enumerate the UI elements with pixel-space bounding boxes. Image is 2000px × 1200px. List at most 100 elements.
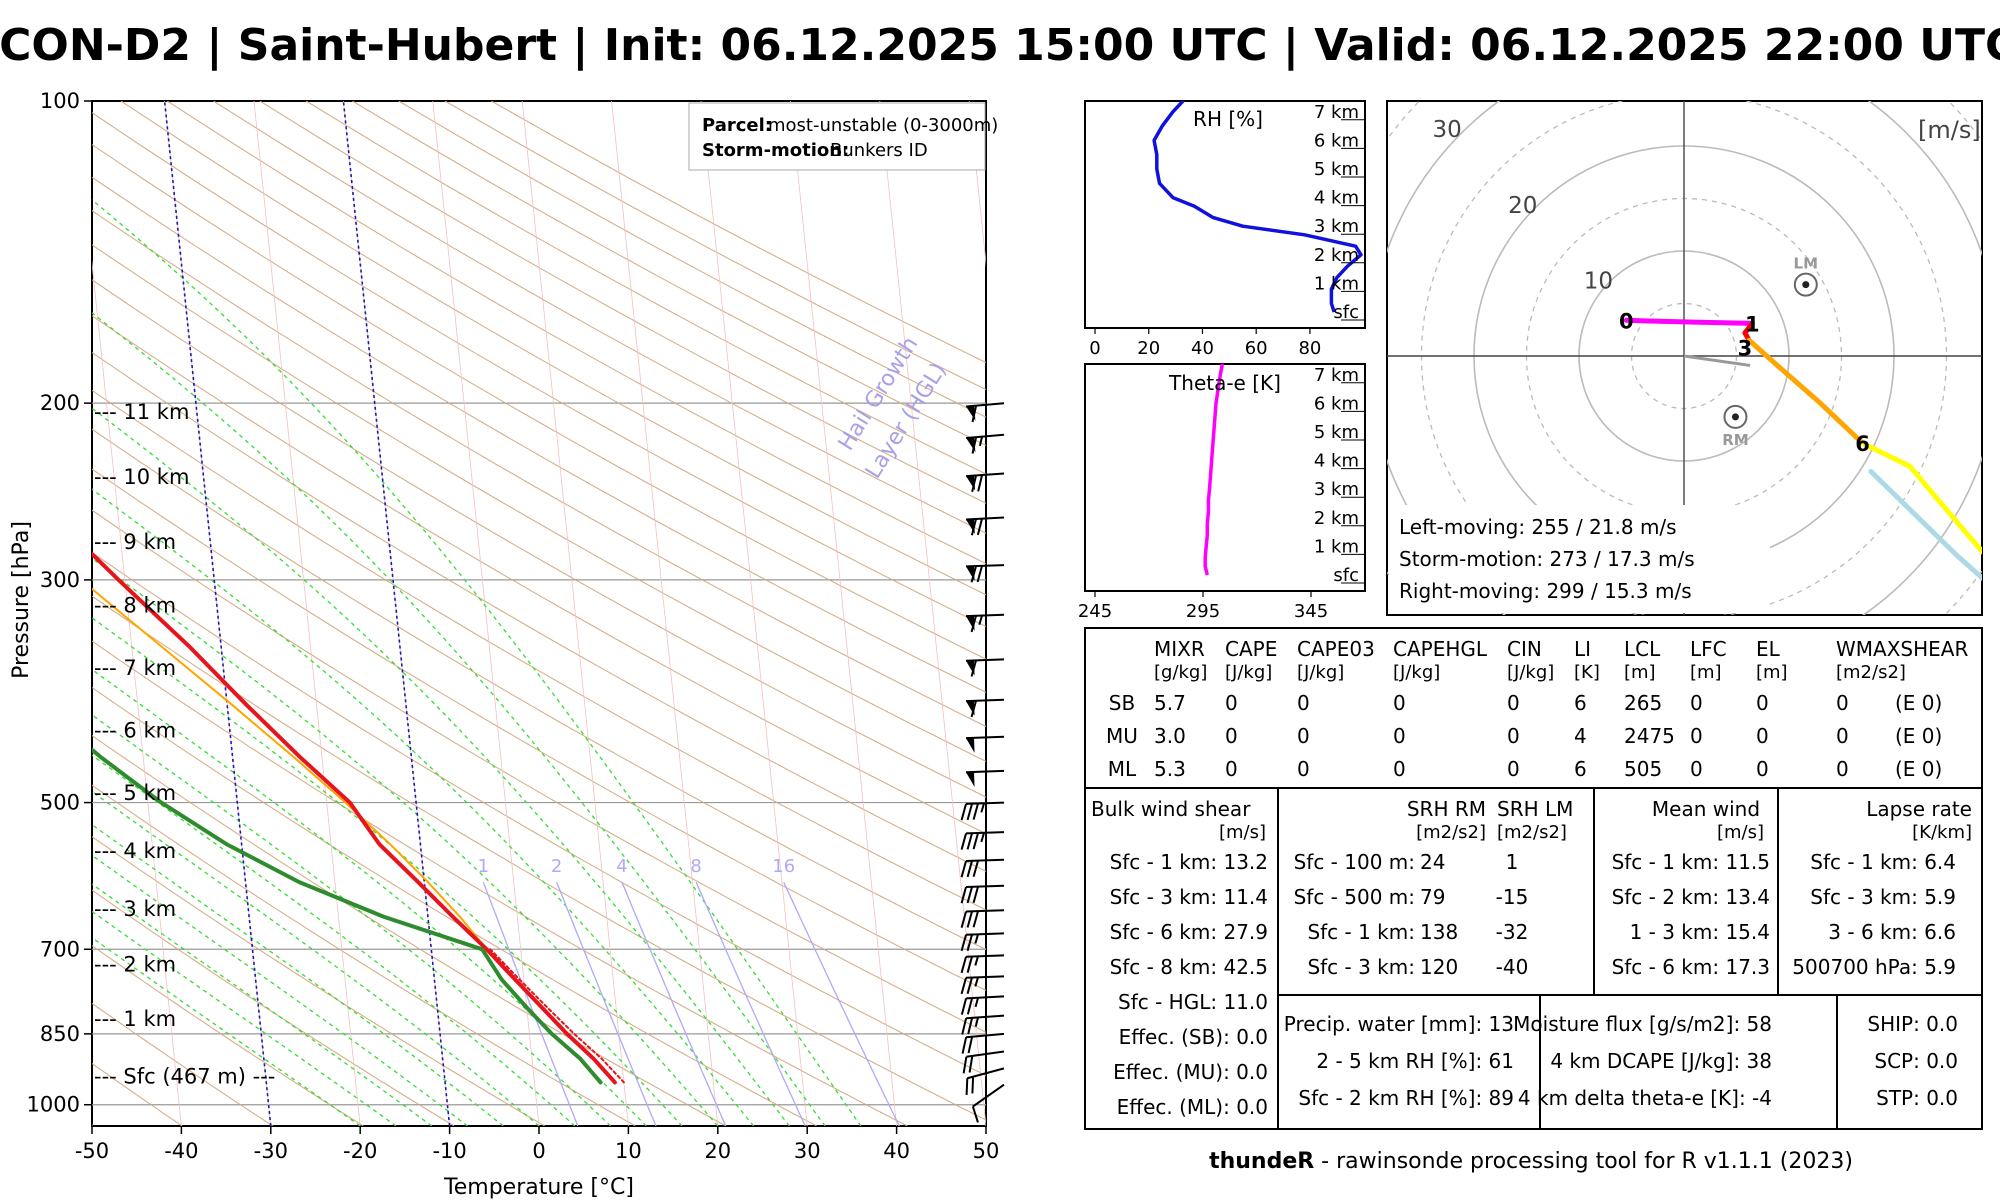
rh-sfc-2km: Sfc - 2 km RH [%]: 89 (1298, 1086, 1514, 1110)
parcel-cell: 0 (1756, 691, 1769, 715)
wind-barb (966, 433, 1005, 454)
barb-full (972, 910, 979, 928)
unit-capehgl: [J/kg] (1393, 662, 1440, 683)
scp-value: SCP: 0.0 (1874, 1049, 1958, 1073)
parcel-cell: 0 (1756, 757, 1769, 781)
parcel-cell: (E 0) (1895, 757, 1942, 781)
rh-panel: 7 km 6 km 5 km 4 km 3 km 2 km 1 km sfc 0 20 40 60 80… (1084, 100, 1366, 359)
dry-adiabat (0, 101, 1, 1126)
hodograph-unit-label: [m/s] (1918, 116, 1981, 144)
isotherm-light (790, 101, 897, 1126)
srh-lm-title: SRH LM (1497, 797, 1573, 821)
barb-full (966, 997, 974, 1015)
barb-staff (965, 954, 1005, 958)
precip-water: Precip. water [mm]: 13 (1284, 1012, 1514, 1036)
barb-full (960, 886, 967, 904)
bulk-shear-unit: [m/s] (1219, 822, 1266, 843)
barb-full (962, 1056, 968, 1074)
barb-full (976, 518, 983, 536)
barb-full (966, 956, 973, 973)
y-axis-label: Pressure [hPa] (9, 521, 34, 679)
x-tick-label: -40 (164, 1139, 198, 1163)
skewt-panel: 1 2 4 8 16 --- 11 km --- 10 km --- 9 km --- 8 k… (0, 89, 1005, 1200)
bulk-shear-sfc-8km: Sfc - 8 km: 42.5 (1110, 955, 1268, 979)
srh-row-label: Sfc - 100 m: (1294, 850, 1415, 874)
lapse-rate-500-700hpa: 500700 hPa: 5.9 (1792, 955, 1956, 979)
barb-full (971, 436, 978, 454)
height-label: --- 1 km (94, 1007, 176, 1031)
barb-full (965, 1078, 969, 1096)
parcel-cell: 5.3 (1154, 757, 1186, 781)
parcel-cell: 2475 (1624, 724, 1675, 748)
parameter-table: MIXR CAPE CAPE03 CAPEHGL CIN LI LCL LFC … (1084, 627, 1983, 1130)
srh-row-label: Sfc - 500 m: (1294, 885, 1415, 909)
x-tick-label: 20 (704, 1139, 731, 1163)
mean-wind-unit: [m/s] (1717, 822, 1764, 843)
mixing-ratio-label: 8 (690, 856, 701, 877)
dry-adiabat (92, 176, 986, 694)
isotherm-light (700, 101, 808, 1126)
header-cin: CIN (1507, 637, 1542, 661)
barb-full (960, 911, 967, 928)
barb-half (980, 803, 985, 813)
dry-adiabat (92, 351, 986, 872)
barb-full (966, 803, 973, 821)
mixing-ratio-label: 16 (772, 856, 795, 877)
parcel-cell: 0 (1690, 691, 1703, 715)
mean-wind-sfc-6km: Sfc - 6 km: 17.3 (1612, 955, 1770, 979)
height-label: --- 7 km (94, 656, 176, 680)
hodo-segment-0-1km (1623, 317, 1755, 326)
height-label: --- 6 km (94, 719, 176, 743)
bulk-shear-sfc-1km: Sfc - 1 km: 13.2 (1110, 850, 1268, 874)
rh-x-tick-label: 80 (1298, 338, 1321, 359)
isotherm-light (879, 101, 986, 1126)
barb-staff (966, 472, 1005, 478)
height-label: --- 4 km (94, 839, 176, 863)
barb-staff (965, 516, 1005, 521)
wind-barb (960, 909, 1005, 928)
dry-adiabat (92, 595, 986, 1121)
height-label: --- 10 km (94, 465, 189, 489)
theta-e-height-label: 3 km (1314, 479, 1359, 500)
barb-staff (965, 975, 1005, 979)
moist-adiabat (92, 488, 755, 1126)
legend-parcel-key: Parcel: (702, 115, 772, 136)
theta-e-height-label: 7 km (1314, 365, 1359, 386)
theta-e-panel: 7 km 6 km 5 km 4 km 3 km 2 km 1 km sfc 245 295 345… (1078, 363, 1366, 622)
wind-barb (960, 975, 1005, 995)
parcel-cell: 0 (1297, 757, 1310, 781)
barb-full (971, 1076, 975, 1094)
barb-full (960, 833, 967, 850)
barb-full (971, 405, 978, 423)
parcel-cell: 0 (1507, 691, 1520, 715)
hodo-height-mark: 0 (1619, 309, 1634, 333)
theta-e-height-label: sfc (1333, 565, 1359, 586)
moist-adiabat (92, 823, 504, 1126)
wind-barb (966, 472, 1005, 492)
isotherm-light (92, 259, 182, 1126)
unit-cape: [J/kg] (1225, 662, 1272, 683)
barb-half (974, 956, 979, 966)
srh-rm-value: 138 (1420, 920, 1458, 944)
isotherm-light (521, 101, 629, 1126)
legend-storm-value: Bunkers ID (830, 140, 928, 161)
barb-full (967, 1017, 974, 1035)
wind-barb (965, 1067, 1005, 1096)
x-tick-label: 40 (883, 1139, 910, 1163)
parcel-cell: 3.0 (1154, 724, 1186, 748)
parcel-cell: 265 (1624, 691, 1662, 715)
figure-title: ICON-D2 | Saint-Hubert | Init: 06.12.202… (0, 20, 2000, 71)
barb-half (974, 1017, 980, 1027)
footer-rest: - rawinsonde processing tool for R v1.1.… (1314, 1149, 1853, 1174)
hodo-ring-label: 30 (1433, 117, 1462, 143)
barb-half (978, 615, 983, 625)
dry-adiabat (92, 389, 986, 911)
unit-el: [m] (1756, 662, 1788, 683)
srh-lm-value: -40 (1496, 955, 1529, 979)
srh-row-label: Sfc - 1 km: (1307, 920, 1415, 944)
unit-mixr: [g/kg] (1154, 662, 1207, 683)
rh-height-label: 2 km (1314, 245, 1359, 266)
hodo-height-mark: 6 (1855, 432, 1870, 456)
parcel-cell: 0 (1393, 724, 1406, 748)
moist-adiabat (92, 790, 540, 1126)
